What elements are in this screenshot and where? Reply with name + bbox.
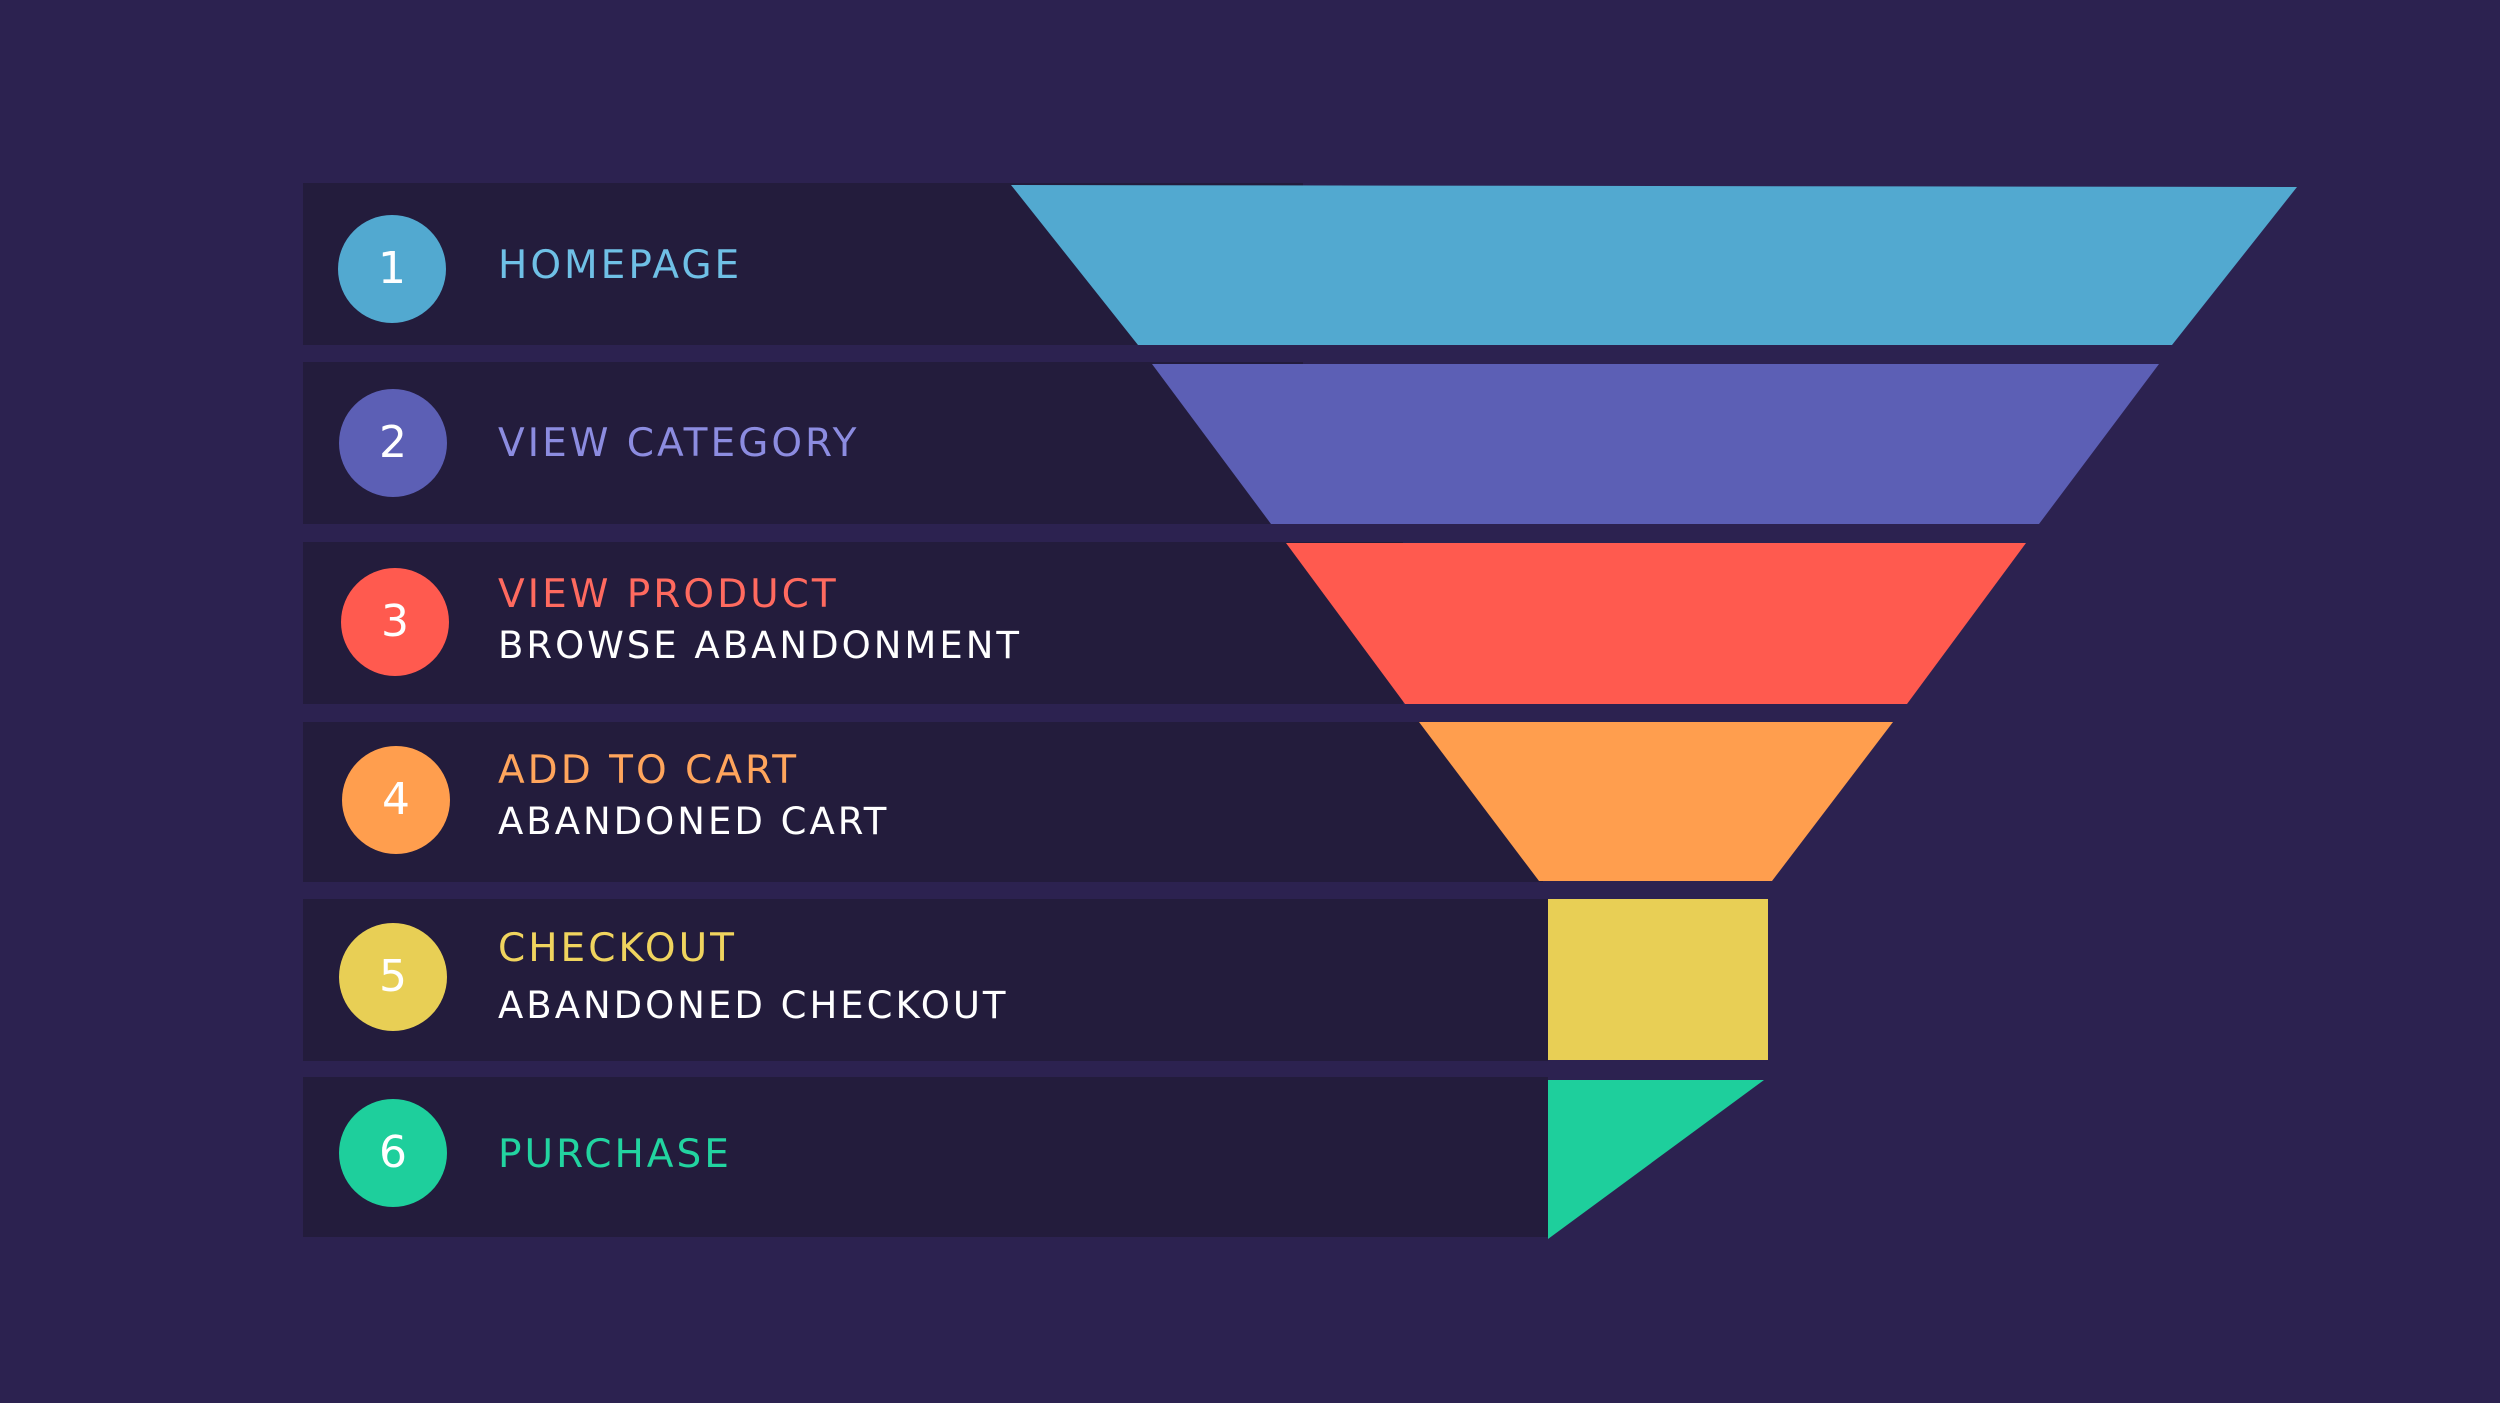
funnel-segment-homepage <box>1011 185 2297 345</box>
stage-number-badge: 4 <box>342 746 450 854</box>
stage-row-view-product <box>303 542 1403 704</box>
stage-row-view-category <box>303 362 1303 524</box>
stage-number-badge: 1 <box>338 215 446 323</box>
stage-row-purchase <box>303 1077 1548 1237</box>
stage-title: HOMEPAGE <box>498 243 743 288</box>
stage-title: ADD TO CART <box>498 748 800 793</box>
stage-subtitle: ABANDONED CART <box>498 800 890 843</box>
stage-number-badge: 3 <box>341 568 449 676</box>
funnel-segment-purchase <box>1548 1080 1764 1239</box>
stage-row-checkout <box>303 899 1548 1061</box>
stage-text-view-category: VIEW CATEGORY <box>498 419 859 469</box>
stage-title: CHECKOUT <box>498 926 737 971</box>
stage-text-checkout: CHECKOUT ABANDONED CHECKOUT <box>498 924 1009 1032</box>
stage-text-add-to-cart: ADD TO CART ABANDONED CART <box>498 746 889 848</box>
funnel-segment-checkout <box>1548 899 1768 1060</box>
stage-title: VIEW PRODUCT <box>498 572 839 617</box>
stage-text-homepage: HOMEPAGE <box>498 241 742 291</box>
stage-row-add-to-cart <box>303 722 1543 882</box>
stage-text-view-product: VIEW PRODUCT BROWSE ABANDONMENT <box>498 570 1022 672</box>
stage-title: PURCHASE <box>498 1132 732 1177</box>
stage-number-badge: 5 <box>339 923 447 1031</box>
funnel-segment-add-to-cart <box>1419 722 1893 881</box>
funnel-segment-view-product <box>1286 543 2026 704</box>
stage-subtitle: ABANDONED CHECKOUT <box>498 984 1009 1027</box>
stage-number-badge: 6 <box>339 1099 447 1207</box>
stage-subtitle: BROWSE ABANDONMENT <box>498 624 1022 667</box>
stage-title: VIEW CATEGORY <box>498 421 860 466</box>
stage-text-purchase: PURCHASE <box>498 1130 732 1180</box>
stage-number-badge: 2 <box>339 389 447 497</box>
funnel-segment-view-category <box>1152 364 2159 524</box>
